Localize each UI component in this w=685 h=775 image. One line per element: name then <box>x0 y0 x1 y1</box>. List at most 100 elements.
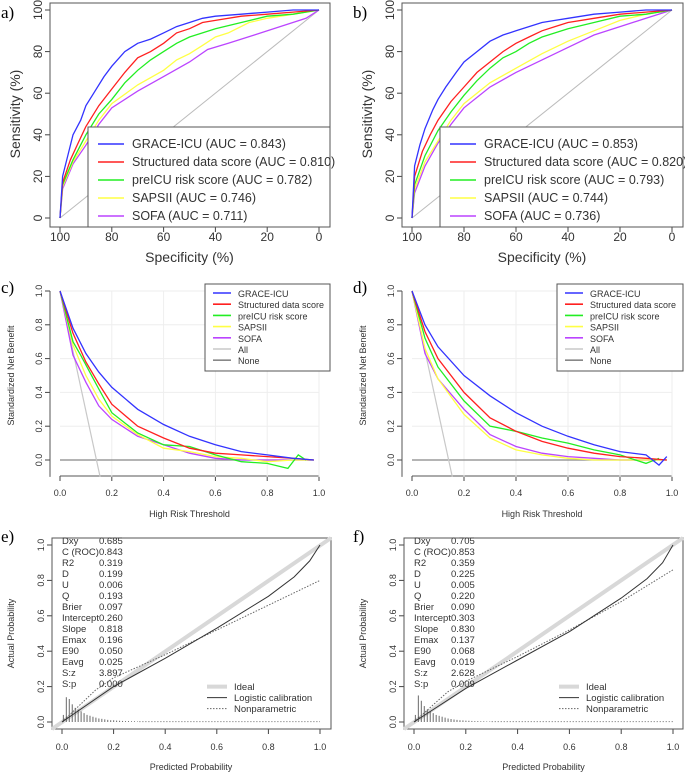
y-tick-label: 0.0 <box>36 716 46 729</box>
stat-name: Dxy <box>414 536 431 547</box>
stat-name: S:p <box>414 679 428 690</box>
stat-name: E90 <box>414 646 431 657</box>
x-tick-label: 0.4 <box>511 742 524 752</box>
x-tick-label: 100 <box>402 230 422 244</box>
stat-value: 0.705 <box>451 536 475 547</box>
legend-label: GRACE-ICU (AUC = 0.853) <box>484 137 638 151</box>
legend-label: SAPSII (AUC = 0.744) <box>484 191 608 205</box>
legend-label: GRACE-ICU (AUC = 0.843) <box>132 137 286 151</box>
x-tick-label: 0.8 <box>615 742 628 752</box>
stat-name: U <box>414 580 421 591</box>
y-tick-label: 40 <box>31 128 45 142</box>
y-axis-title: Actual Probability <box>358 598 368 668</box>
x-tick-label: 80 <box>457 230 471 244</box>
legend-label: All <box>238 345 248 355</box>
legend-label: None <box>238 356 260 366</box>
panel-label: c) <box>1 278 14 297</box>
y-tick-label: 0.0 <box>386 454 396 467</box>
x-tick-label: 0.8 <box>614 488 627 498</box>
y-axis-title: Standardized Net Benefit <box>358 325 368 426</box>
stat-value: 0.050 <box>99 646 123 657</box>
y-axis-title: Sensitivity (%) <box>359 70 375 159</box>
legend-label: Ideal <box>234 682 255 693</box>
x-tick-label: 0.6 <box>211 742 224 752</box>
stat-name: D <box>62 569 69 580</box>
stat-value: 0.000 <box>99 679 123 690</box>
legend-label: Nonparametric <box>234 704 297 715</box>
panel-label: a) <box>1 3 14 22</box>
x-tick-label: 0.6 <box>562 488 575 498</box>
legend-label: SAPSII <box>238 323 267 333</box>
series-line-preicu-risk-score <box>59 9 320 219</box>
y-tick-label: 0 <box>31 214 45 221</box>
panel-a: a) 100 80 60 40 20 0 0 20 40 60 80 100 Specificity (%… <box>1 0 335 265</box>
legend: GRACE-ICU (AUC = 0.853) Structured data s… <box>439 126 685 228</box>
x-axis-title: High Risk Threshold <box>149 509 230 519</box>
panel-e: e) 0.0 0.2 0.4 0.6 0.8 1.0 0.0 0.2 0.4 0.6 0.8 1.0 Pr… <box>1 527 333 772</box>
x-tick-label: 0.4 <box>510 488 523 498</box>
stat-name: R2 <box>62 558 74 569</box>
ideal-line <box>402 536 685 731</box>
y-tick-label: 0.0 <box>34 454 44 467</box>
stat-value: 0.090 <box>451 602 475 613</box>
x-tick-label: 1.0 <box>666 488 679 498</box>
x-axis-title: Predicted Probability <box>150 762 233 772</box>
stat-value: 0.199 <box>99 569 123 580</box>
x-tick-label: 1.0 <box>667 742 680 752</box>
legend-label: All <box>590 345 600 355</box>
stat-name: Slope <box>62 624 86 635</box>
y-tick-label: 1.0 <box>36 539 46 552</box>
y-tick-label: 100 <box>383 0 397 20</box>
stat-name: D <box>414 569 421 580</box>
legend-label: Ideal <box>586 682 607 693</box>
stat-value: 0.019 <box>451 657 475 668</box>
logistic-calibration-line <box>413 544 674 723</box>
x-tick-label: 0.0 <box>54 488 67 498</box>
y-tick-label: 0.2 <box>34 420 44 433</box>
y-tick-label: 80 <box>383 45 397 59</box>
series-line-sofa <box>59 290 314 461</box>
x-tick-label: 0.0 <box>408 742 421 752</box>
logistic-calibration-line <box>61 544 321 723</box>
legend-label: preICU risk score (AUC = 0.782) <box>132 173 312 187</box>
stat-name: Q <box>414 591 421 602</box>
series-line-preicu-risk-score <box>59 290 307 470</box>
y-tick-label: 0.4 <box>34 386 44 399</box>
legend-label: SOFA (AUC = 0.736) <box>484 209 600 223</box>
panel-label: e) <box>1 527 14 546</box>
stat-value: 3.897 <box>99 668 123 679</box>
legend-label: Logistic calibration <box>586 693 664 704</box>
plot-frame <box>51 537 332 730</box>
series-line-sapsii <box>59 9 320 219</box>
x-tick-label: 40 <box>561 230 575 244</box>
x-tick-label: 0.6 <box>209 488 222 498</box>
series-line-grace-icu <box>59 290 314 461</box>
nonparametric-line <box>413 569 674 723</box>
series-line-sapsii <box>411 9 673 219</box>
stat-value: 0.319 <box>99 558 123 569</box>
y-tick-label: 0.2 <box>386 420 396 433</box>
stat-value: 0.260 <box>99 613 123 624</box>
legend-label: GRACE-ICU <box>590 289 641 299</box>
x-tick-label: 100 <box>50 230 70 244</box>
stat-value: 0.025 <box>99 657 123 668</box>
series-line-sofa <box>59 9 320 219</box>
y-tick-label: 0.6 <box>36 610 46 623</box>
stat-name: Dxy <box>62 536 79 547</box>
y-tick-label: 0.8 <box>36 574 46 587</box>
x-tick-label: 0 <box>316 230 323 244</box>
x-tick-label: 60 <box>157 230 171 244</box>
y-tick-label: 80 <box>31 45 45 59</box>
stat-name: C (ROC) <box>414 547 451 558</box>
series-line-grace-icu <box>411 290 668 466</box>
stat-name: Intercept <box>414 613 451 624</box>
stat-name: Eavg <box>414 657 436 668</box>
stat-value: 2.628 <box>451 668 475 679</box>
x-tick-label: 0.2 <box>107 742 120 752</box>
stat-value: 0.193 <box>99 591 123 602</box>
stat-value: 0.303 <box>451 613 475 624</box>
y-axis-title: Actual Probability <box>6 598 16 668</box>
legend-label: preICU risk score <box>238 311 308 321</box>
y-tick-label: 0.6 <box>386 352 396 365</box>
